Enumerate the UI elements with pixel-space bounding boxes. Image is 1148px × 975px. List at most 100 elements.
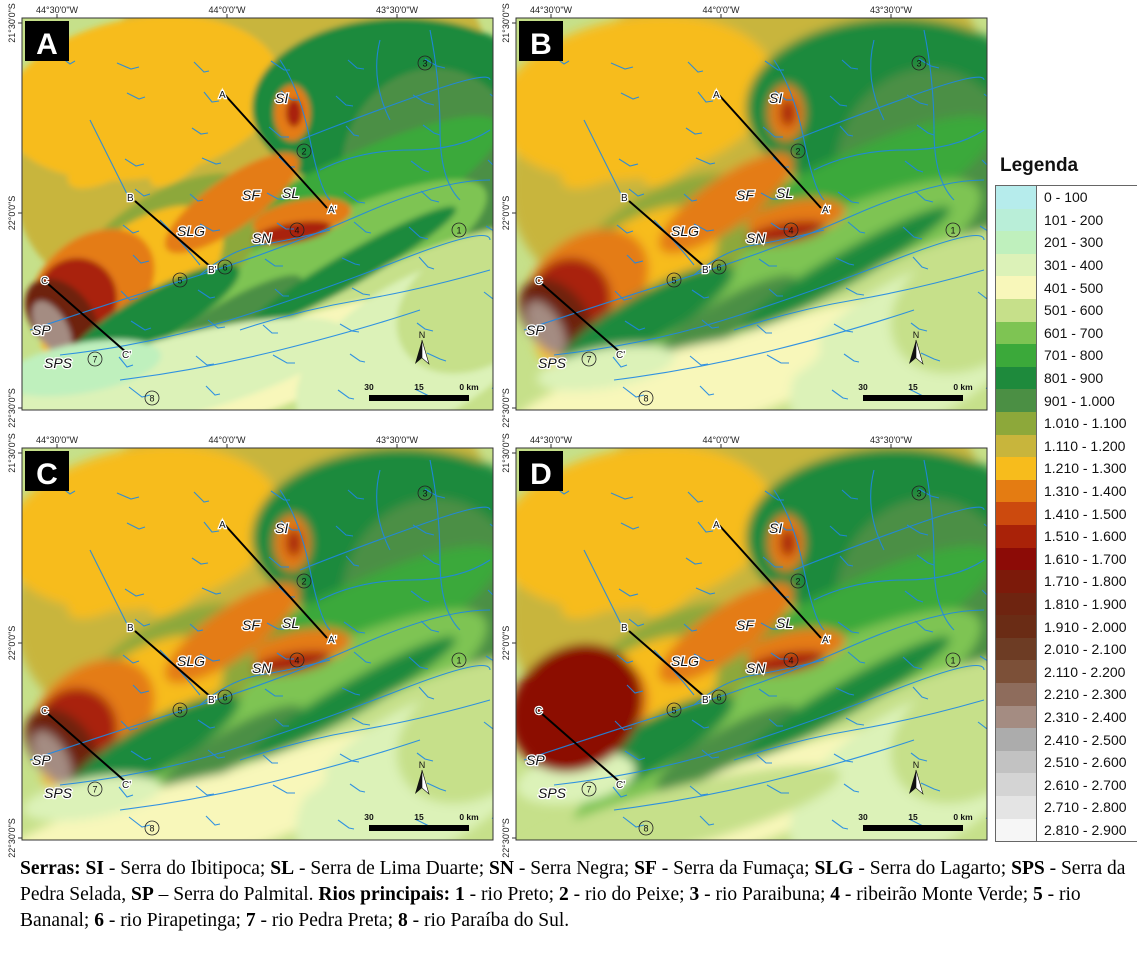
river bbox=[733, 699, 985, 761]
legend-item: 901 - 1.000 bbox=[996, 389, 1137, 412]
elevation-zone bbox=[656, 705, 796, 791]
river bbox=[376, 469, 391, 551]
profile-line-c bbox=[540, 282, 622, 354]
elevation-zone bbox=[516, 334, 821, 410]
map-svg: SI SL SF SLG SN SP SPS A A' B B' C C' 1 2 3 4 5 6 7 8 N 30 15 0 … bbox=[7, 3, 494, 428]
tributary bbox=[764, 490, 784, 501]
tributary bbox=[756, 754, 772, 764]
tributary bbox=[116, 62, 140, 70]
caption-separator: - bbox=[103, 858, 121, 879]
elevation-zone bbox=[561, 557, 651, 619]
legend-swatch bbox=[996, 728, 1037, 751]
river-number: 3 bbox=[916, 59, 921, 69]
serra-label: SLG bbox=[671, 223, 699, 239]
tributary bbox=[268, 126, 289, 138]
map-svg: SI SL SF SLG SN SP SPS A A' B B' C C' 1 2 3 4 5 6 7 8 N 30 15 0 … bbox=[7, 433, 494, 858]
river-number: 6 bbox=[716, 263, 721, 273]
tributary bbox=[618, 588, 639, 597]
tributary bbox=[758, 258, 777, 267]
river bbox=[59, 664, 491, 786]
tributary bbox=[914, 190, 934, 203]
caption-serra-code: SN bbox=[489, 858, 514, 879]
profile-label: B bbox=[127, 623, 134, 634]
caption-serra-name: Serra do Palmital. bbox=[173, 884, 319, 905]
tributary bbox=[197, 719, 216, 729]
legend-label: 1.510 - 1.600 bbox=[1044, 528, 1127, 545]
legend-label: 1.610 - 1.700 bbox=[1044, 550, 1127, 567]
river-number: 1 bbox=[456, 226, 461, 236]
map-frame bbox=[515, 17, 988, 411]
legend-swatch bbox=[996, 411, 1037, 435]
legend-label: 1.710 - 1.800 bbox=[1044, 573, 1127, 590]
tributary bbox=[418, 686, 435, 700]
latitude-label: 22°30'0"S bbox=[7, 818, 17, 858]
tributary bbox=[201, 157, 222, 165]
profile-label: C' bbox=[616, 780, 625, 791]
latitude-label: 22°0'0"S bbox=[7, 196, 17, 231]
scale-label: 30 bbox=[364, 812, 374, 822]
tributary bbox=[189, 193, 204, 202]
longitude-label: 43°30'0"W bbox=[870, 5, 913, 15]
legend-item: 601 - 700 bbox=[996, 321, 1137, 345]
legend-label: 401 - 500 bbox=[1044, 279, 1104, 296]
caption-separator: - bbox=[656, 858, 674, 879]
legend-swatch bbox=[996, 705, 1037, 729]
profile-label: C' bbox=[616, 350, 625, 361]
tributary bbox=[335, 95, 354, 107]
legend-label: 2.310 - 2.400 bbox=[1044, 708, 1127, 725]
tributary bbox=[351, 717, 371, 726]
river bbox=[870, 469, 885, 551]
profile-lines bbox=[46, 524, 328, 784]
river bbox=[299, 76, 491, 141]
serra-label: SPS bbox=[538, 355, 567, 371]
tributary bbox=[416, 322, 434, 332]
north-arrow-icon bbox=[909, 339, 924, 365]
tributary bbox=[699, 815, 715, 826]
tributary bbox=[189, 623, 204, 632]
tributary bbox=[134, 618, 151, 627]
panel-letter: A bbox=[36, 28, 58, 61]
legend-item: 1.110 - 1.200 bbox=[996, 434, 1137, 458]
tributary bbox=[693, 653, 715, 662]
profile-line-b bbox=[134, 200, 213, 269]
tributary bbox=[341, 257, 361, 266]
map-frame bbox=[21, 447, 494, 841]
tributary bbox=[408, 656, 429, 670]
legend-label: 2.010 - 2.100 bbox=[1044, 641, 1127, 658]
tributary bbox=[614, 720, 633, 731]
caption-rio-code: 6 bbox=[94, 910, 104, 931]
river-number: 3 bbox=[422, 489, 427, 499]
river-number-circle bbox=[790, 573, 806, 589]
river-number-circle bbox=[417, 55, 433, 71]
panel-letter-box bbox=[519, 21, 563, 61]
legend-item: 1.510 - 1.600 bbox=[996, 524, 1137, 548]
tributary bbox=[616, 224, 634, 234]
tributary bbox=[689, 785, 709, 796]
map-panel-d: SI SL SF SLG SN SP SPS A A' B B' C C' 1 2 3 4 5 6 7 8 N 30 15 0 … bbox=[494, 430, 988, 860]
legend-label: 1.210 - 1.300 bbox=[1044, 460, 1127, 477]
tributary bbox=[203, 91, 220, 103]
map-panel-b: SI SL SF SLG SN SP SPS A A' B B' C C' 1 2 3 4 5 6 7 8 N 30 15 0 … bbox=[494, 0, 988, 430]
tributary bbox=[408, 226, 429, 240]
river bbox=[89, 119, 131, 201]
river bbox=[583, 119, 625, 201]
tributary bbox=[274, 718, 289, 727]
caption-rio-name: rio Preto; bbox=[480, 884, 559, 905]
elevation-zone bbox=[22, 317, 347, 410]
scale-label: 30 bbox=[858, 812, 868, 822]
tributary bbox=[207, 749, 226, 759]
legend-item: 1.210 - 1.300 bbox=[996, 457, 1137, 480]
profile-label: B' bbox=[702, 695, 711, 706]
tributary bbox=[770, 652, 788, 660]
tributary bbox=[845, 287, 865, 296]
river-number-circle bbox=[711, 689, 727, 705]
river-number-circle bbox=[217, 259, 233, 275]
tributary bbox=[843, 353, 860, 363]
scale-label: 15 bbox=[414, 382, 424, 392]
latitude-label: 22°0'0"S bbox=[7, 626, 17, 661]
river bbox=[583, 549, 625, 631]
profile-line-a bbox=[224, 524, 328, 639]
tributary bbox=[918, 488, 940, 499]
river-number-circle bbox=[289, 652, 305, 668]
tributary bbox=[199, 223, 221, 232]
